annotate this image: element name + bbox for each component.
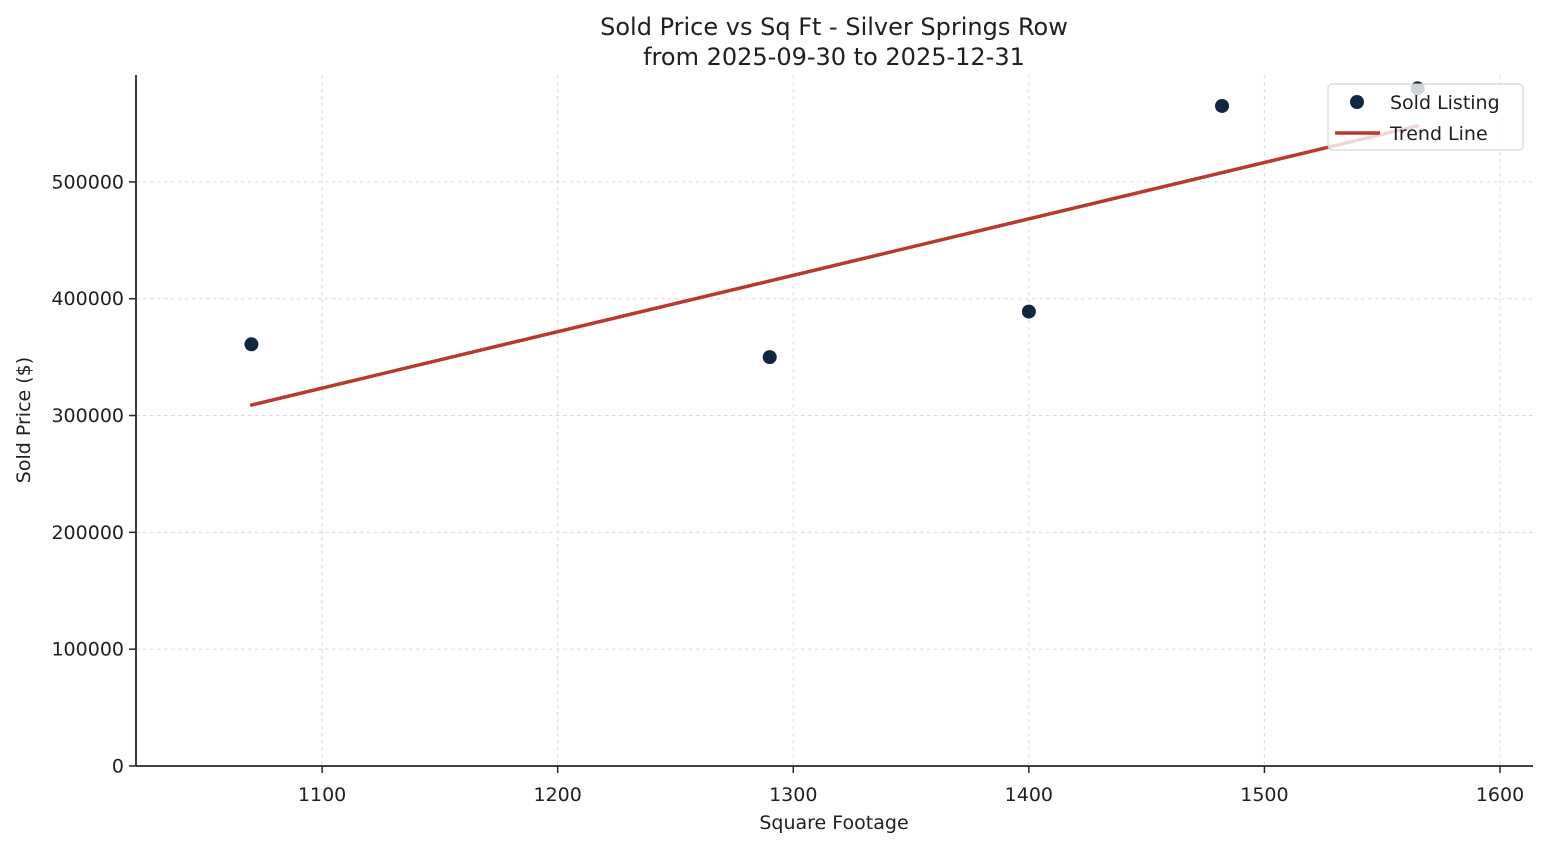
chart-title-line-2: from 2025-09-30 to 2025-12-31 [643,43,1025,71]
y-tick-label: 200000 [51,522,124,544]
axes-layer: 1100 1200 1300 1400 1500 1600 0 100000 200000 300… [51,75,1533,806]
x-tick-label: 1100 [298,784,346,806]
y-tick-label: 300000 [51,405,124,427]
x-axis-label: Square Footage [759,812,908,834]
y-tick-label: 500000 [51,171,124,193]
x-tick-label: 1300 [769,784,817,806]
x-tick-label: 1500 [1240,784,1288,806]
legend-label: Sold Listing [1390,92,1500,114]
sold-listing-point [1021,304,1036,319]
data-layer [244,81,1425,407]
x-tick-label: 1600 [1476,784,1524,806]
trend-line [249,124,1420,407]
sold-listing-point [762,350,777,365]
legend-marker-dot [1350,95,1364,109]
y-axis-label: Sold Price ($) [13,357,35,483]
sold-listing-point [244,337,259,352]
sold-listing-point [1215,98,1230,113]
x-tick-label: 1200 [534,784,582,806]
x-tick-label: 1400 [1005,784,1053,806]
legend-label: Trend Line [1389,123,1488,145]
y-tick-label: 100000 [51,639,124,661]
y-tick-label: 400000 [51,288,124,310]
legend: Sold Listing Trend Line [1327,83,1524,151]
y-tick-label: 0 [112,756,124,778]
gridlines-layer [136,75,1533,767]
chart-title-line-1: Sold Price vs Sq Ft - Silver Springs Row [600,13,1068,41]
